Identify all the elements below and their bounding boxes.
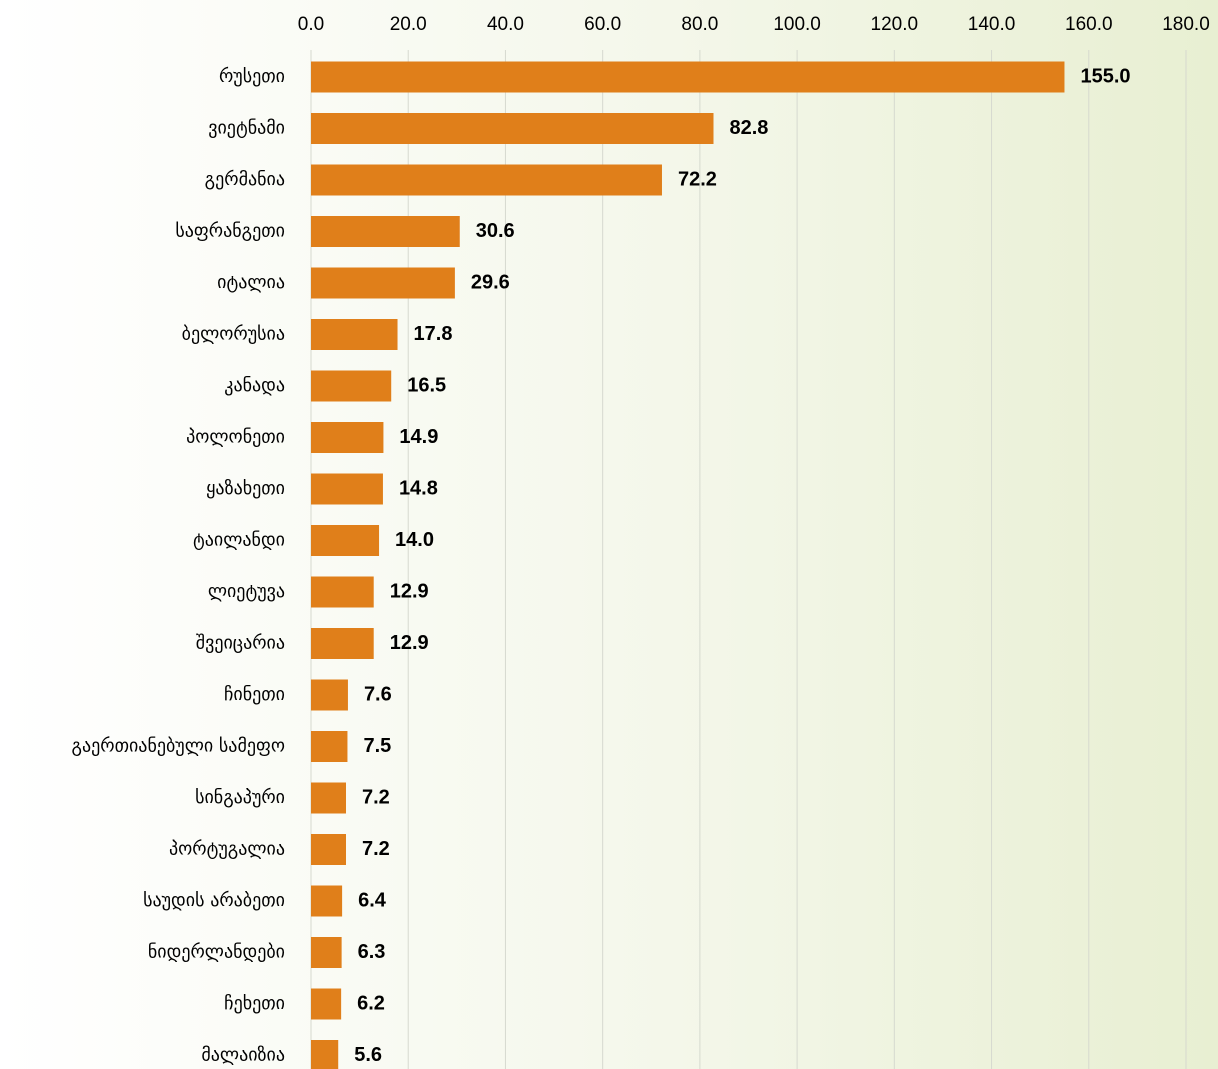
bar xyxy=(311,473,383,505)
value-label: 14.9 xyxy=(399,426,438,448)
x-tick-label: 20.0 xyxy=(390,14,427,35)
y-tick-label: საფრანგეთი xyxy=(175,221,285,242)
value-label: 5.6 xyxy=(354,1044,382,1066)
bar xyxy=(311,731,348,762)
value-label: 30.6 xyxy=(476,220,515,242)
bar xyxy=(311,61,1065,93)
y-tick-label: გაერთიანებული სამეფო xyxy=(72,736,286,757)
bar xyxy=(311,937,342,968)
value-label: 6.2 xyxy=(357,992,385,1014)
bar xyxy=(311,525,380,556)
bar xyxy=(311,422,384,453)
x-tick-label: 160.0 xyxy=(1065,14,1113,35)
y-tick-label: ყაზახეთი xyxy=(206,478,285,499)
x-tick-label: 60.0 xyxy=(584,14,621,35)
y-tick-label: იტალია xyxy=(217,272,285,293)
y-tick-label: გერმანია xyxy=(205,169,285,190)
y-tick-label: ბელორუსია xyxy=(182,324,285,345)
x-tick-label: 100.0 xyxy=(773,14,821,35)
bar xyxy=(311,576,374,608)
y-tick-label: პოლონეთი xyxy=(186,427,285,448)
value-label: 14.8 xyxy=(399,477,438,499)
y-tick-label: რუსეთი xyxy=(219,66,285,87)
y-tick-label: ნიდერლანდები xyxy=(148,942,285,963)
bar xyxy=(311,628,374,659)
y-tick-label: ჩეხეთი xyxy=(224,993,285,1014)
x-tick-label: 180.0 xyxy=(1162,14,1210,35)
bar xyxy=(311,216,460,247)
y-tick-label: ტაილანდი xyxy=(193,530,285,551)
bar xyxy=(311,164,662,196)
value-label: 12.9 xyxy=(390,632,429,654)
value-label: 16.5 xyxy=(407,374,446,396)
x-tick-label: 40.0 xyxy=(487,14,524,35)
value-label: 29.6 xyxy=(471,271,510,293)
value-label: 7.2 xyxy=(362,786,390,808)
value-label: 17.8 xyxy=(414,323,453,345)
value-label: 6.3 xyxy=(358,941,386,963)
y-tick-label: ჩინეთი xyxy=(224,684,285,705)
value-label: 155.0 xyxy=(1080,65,1130,87)
y-tick-label: ლიეტუვა xyxy=(208,581,285,602)
y-tick-label: საუდის არაბეთი xyxy=(143,890,285,911)
value-label: 82.8 xyxy=(730,117,769,139)
value-label: 7.5 xyxy=(363,735,391,757)
bar xyxy=(311,1040,339,1069)
bar xyxy=(311,267,455,299)
value-label: 12.9 xyxy=(390,580,429,602)
bar xyxy=(311,319,398,350)
x-tick-label: 0.0 xyxy=(298,14,324,35)
value-label: 7.6 xyxy=(364,683,392,705)
y-tick-label: სინგაპური xyxy=(195,787,285,808)
value-label: 72.2 xyxy=(678,168,717,190)
x-tick-label: 80.0 xyxy=(681,14,718,35)
bar xyxy=(311,113,714,144)
value-label: 7.2 xyxy=(362,838,390,860)
bar xyxy=(311,885,343,917)
bar xyxy=(311,679,348,711)
y-tick-label: შვეიცარია xyxy=(196,633,285,654)
bar xyxy=(311,782,346,814)
x-tick-label: 140.0 xyxy=(968,14,1016,35)
y-tick-label: პორტუგალია xyxy=(169,839,285,860)
value-label: 6.4 xyxy=(358,889,387,911)
y-tick-label: ვიეტნამი xyxy=(208,118,285,139)
bar xyxy=(311,834,346,865)
x-tick-label: 120.0 xyxy=(871,14,919,35)
bar xyxy=(311,370,392,402)
y-tick-label: კანადა xyxy=(224,375,285,396)
y-tick-label: მალაიზია xyxy=(201,1045,285,1066)
value-label: 14.0 xyxy=(395,529,434,551)
bar xyxy=(311,988,342,1020)
